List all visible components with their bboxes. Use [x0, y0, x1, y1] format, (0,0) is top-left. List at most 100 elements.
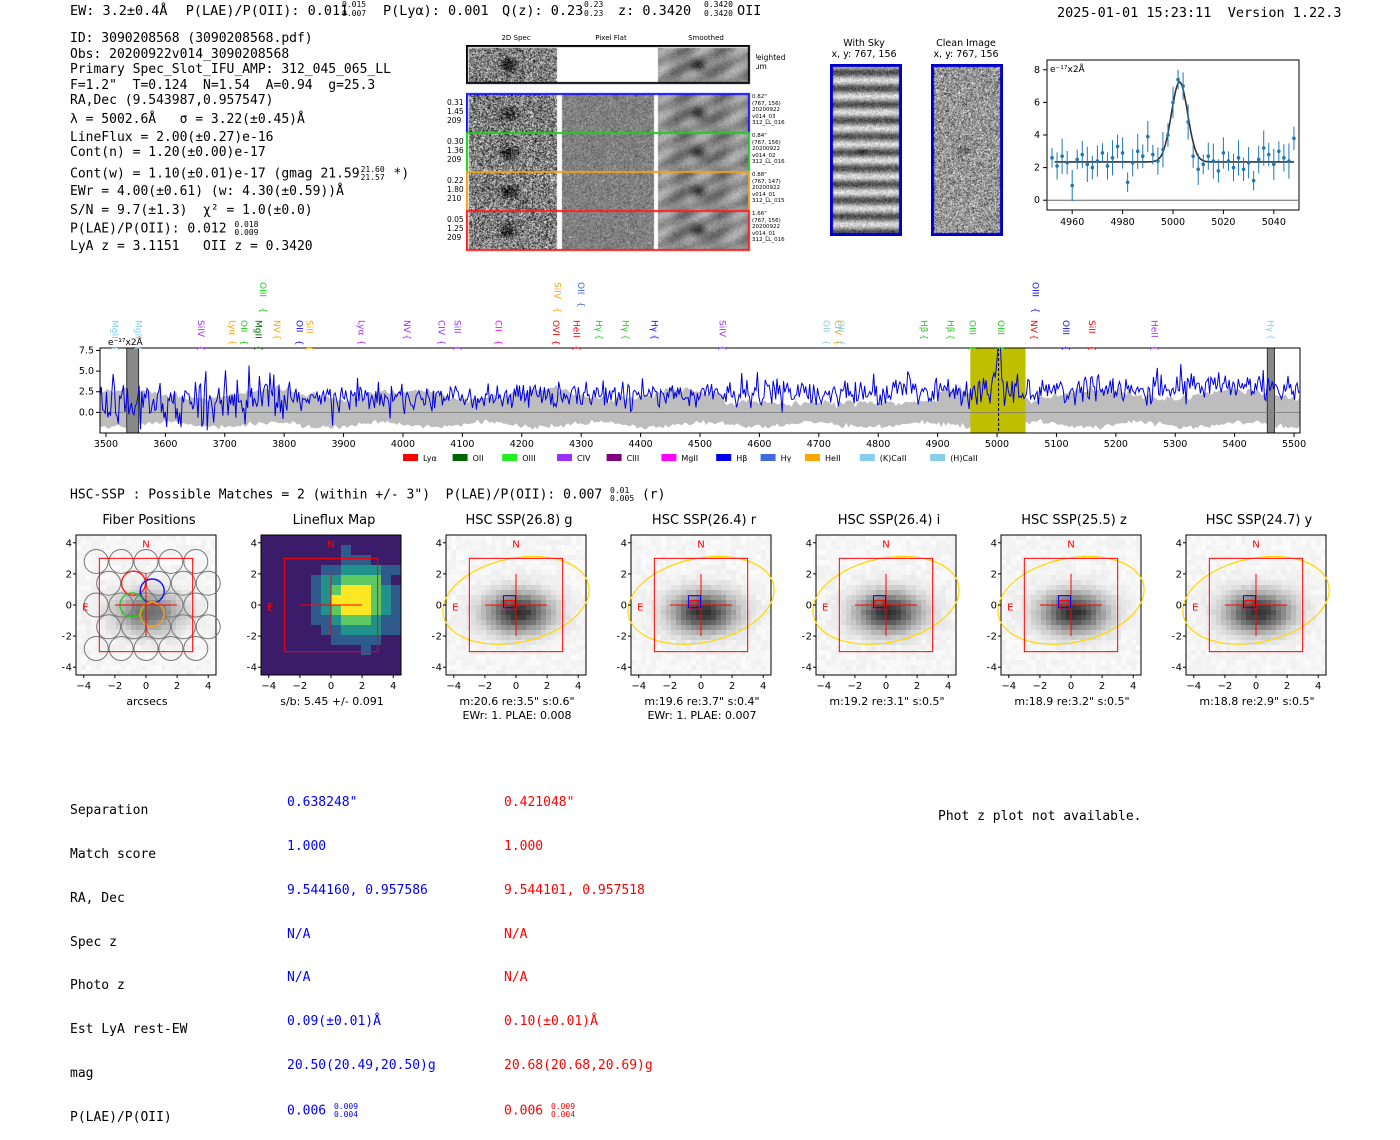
info-params: F=1.2" T=0.124 N=1.54 A=0.94 g=25.3 [70, 78, 409, 94]
stamp-pixel [511, 670, 516, 675]
stamp-pixel [171, 640, 176, 645]
stamp-pixel [721, 535, 726, 540]
stamp-pixel [571, 625, 576, 630]
stamp-pixel [1196, 545, 1201, 550]
stamp-pixel [536, 575, 541, 580]
stamp-pixel [631, 630, 636, 635]
stamp-pixel [191, 650, 196, 655]
stamp-pixel [576, 595, 581, 600]
stamp-pixel [876, 670, 881, 675]
stamp-pixel [826, 655, 831, 660]
stamp-pixel [726, 615, 731, 620]
stamp-pixel [1111, 570, 1116, 575]
stamp-pixel [541, 580, 546, 585]
stamp-pixel [681, 645, 686, 650]
stamp-pixel [206, 540, 211, 545]
lineflux-pixel [321, 555, 331, 565]
stamp-pixel [731, 540, 736, 545]
info-obs: Obs: 20200922v014_3090208568 [70, 47, 409, 63]
stamp-pixel [631, 540, 636, 545]
stamp-pixel [666, 575, 671, 580]
stamp-pixel [191, 645, 196, 650]
stamp-pixel [681, 660, 686, 665]
stamp-pixel [906, 670, 911, 675]
stamp-pixel [1071, 630, 1076, 635]
stamp-pixel [836, 610, 841, 615]
stamp-pixel [886, 590, 891, 595]
stamp-pixel [1271, 575, 1276, 580]
stamp-pixel [111, 545, 116, 550]
stamp-pixel [841, 665, 846, 670]
stamp-pixel [1286, 560, 1291, 565]
lineflux-pixel [311, 605, 321, 615]
stamp-pixel [1056, 620, 1061, 625]
stamp-pixel [1131, 605, 1136, 610]
stamp-pixel [1076, 630, 1081, 635]
stamp-pixel [761, 595, 766, 600]
lineflux-pixel [381, 565, 391, 575]
lineflux-pixel [331, 625, 341, 635]
stamp-pixel [471, 660, 476, 665]
stamp-pixel [471, 670, 476, 675]
stamp-y-tick-label: 0 [66, 601, 72, 612]
stamp-pixel [766, 610, 771, 615]
stamp-pixel [1036, 570, 1041, 575]
stamp-pixel [1136, 555, 1141, 560]
stamp-pixel [1261, 555, 1266, 560]
lineflux-pixel [301, 645, 311, 655]
stamp-pixel [816, 605, 821, 610]
stamp-pixel [1201, 555, 1206, 560]
stamp-pixel [476, 630, 481, 635]
stamp-pixel [136, 665, 141, 670]
stamp-pixel [891, 605, 896, 610]
stamp-pixel [446, 610, 451, 615]
lineflux-pixel [271, 625, 281, 635]
stamp-pixel [1131, 625, 1136, 630]
stamp-pixel [1031, 650, 1036, 655]
stamp-pixel [501, 645, 506, 650]
stamp-pixel [576, 670, 581, 675]
stamp-pixel [706, 615, 711, 620]
spectrum-line-label: Hβ{ [945, 320, 955, 340]
stamp-pixel [571, 605, 576, 610]
stamp-pixel [531, 660, 536, 665]
stamp-pixel [951, 610, 956, 615]
lineflux-pixel [331, 665, 341, 675]
stamp-pixel [521, 590, 526, 595]
stamp-pixel [661, 635, 666, 640]
stamp-pixel [1186, 560, 1191, 565]
stamp-pixel [841, 565, 846, 570]
lineflux-pixel [331, 655, 341, 665]
stamp-pixel [756, 545, 761, 550]
stamp-pixel [526, 665, 531, 670]
stamp-pixel [721, 565, 726, 570]
stamp-pixel [1006, 550, 1011, 555]
stamp-pixel [546, 625, 551, 630]
stamp-pixel [491, 630, 496, 635]
stamp-pixel [566, 585, 571, 590]
stamp-pixel [951, 645, 956, 650]
stamp-pixel [1286, 540, 1291, 545]
stamp-pixel [456, 575, 461, 580]
stamp-pixel [1196, 550, 1201, 555]
stamp-pixel [206, 575, 211, 580]
stamp-pixel [1106, 535, 1111, 540]
stamp-pixel [461, 620, 466, 625]
legend-swatch [607, 454, 622, 461]
stamp-pixel [886, 650, 891, 655]
stamp-pixel [826, 560, 831, 565]
stamp-pixel [166, 550, 171, 555]
stamp-pixel [486, 555, 491, 560]
stamp-pixel [891, 570, 896, 575]
stamp-pixel [506, 575, 511, 580]
stamp-pixel [921, 650, 926, 655]
spectrum-y-tick-label: 5.0 [79, 366, 94, 377]
stamp-pixel [826, 540, 831, 545]
stamp-pixel [491, 575, 496, 580]
stamp-pixel [166, 600, 171, 605]
stamp-pixel [891, 600, 896, 605]
stamp-pixel [886, 600, 891, 605]
stamp-pixel [846, 585, 851, 590]
